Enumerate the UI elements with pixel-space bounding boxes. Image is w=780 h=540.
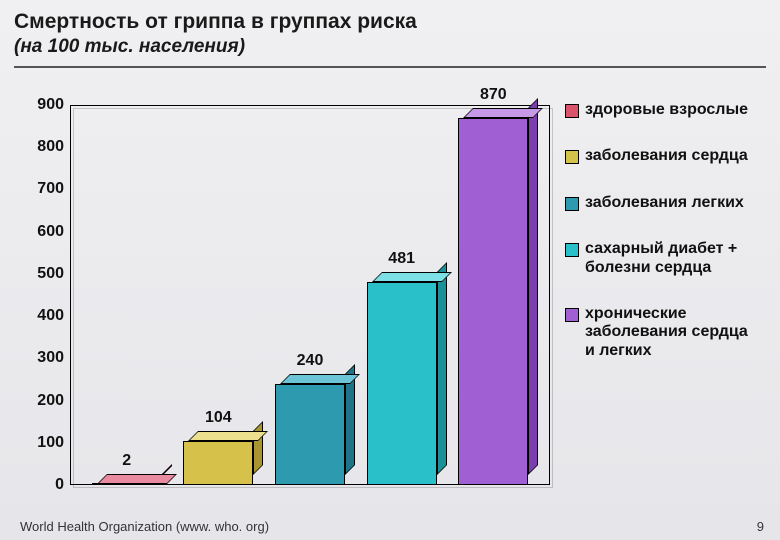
bar-value-label: 2 [122,452,131,470]
ytick: 400 [37,307,70,325]
legend-label: заболевания сердца [585,147,748,165]
bars-layer: 2 104 240 481 870 [70,105,550,485]
ytick: 500 [37,265,70,283]
page-title: Смертность от гриппа в группах риска [14,10,766,34]
ytick: 200 [37,392,70,410]
page-number: 9 [757,519,764,534]
bar-side [528,98,538,475]
legend-swatch [565,150,579,164]
bar-side [437,262,447,475]
ytick: 100 [37,434,70,452]
legend-item: заболевания сердца [565,147,760,165]
legend-swatch [565,197,579,211]
ytick: 600 [37,223,70,241]
ytick: 0 [55,476,70,494]
legend-swatch [565,104,579,118]
legend-item: заболевания легких [565,194,760,212]
bar-top [97,474,177,484]
chart: 2 104 240 481 870 0 100 200 300 400 500 600 700 800 9… [20,95,760,495]
bar-top [280,374,360,384]
bar-value-label: 481 [388,250,415,268]
bar-front [275,384,345,485]
legend-item: здоровые взрослые [565,101,760,119]
bar-value-label: 104 [205,409,232,427]
bar-top [188,431,268,441]
ytick: 900 [37,96,70,114]
ytick: 700 [37,180,70,198]
bar-top [463,108,543,118]
bar-front [367,282,437,485]
bar-front [183,441,253,485]
bar: 2 [92,484,162,485]
legend-swatch [565,243,579,257]
legend-label: заболевания легких [585,194,744,212]
legend-label: сахарный диабет + болезни сердца [585,240,760,277]
bar: 240 [275,384,345,485]
ytick: 800 [37,138,70,156]
ytick: 300 [37,349,70,367]
legend-item: сахарный диабет + болезни сердца [565,240,760,277]
bar: 481 [367,282,437,485]
bar-side [253,421,263,475]
bar-value-label: 240 [297,352,324,370]
legend-item: хронические заболевания сердца и легких [565,305,760,360]
legend-label: здоровые взрослые [585,101,748,119]
bar: 104 [183,441,253,485]
source-text: World Health Organization (www. who. org… [20,519,269,534]
legend-swatch [565,308,579,322]
title-block: Смертность от гриппа в группах риска (на… [0,0,780,62]
legend-label: хронические заболевания сердца и легких [585,305,760,360]
bar: 870 [458,118,528,485]
bar-front [458,118,528,485]
title-rule [14,66,766,68]
plot-area: 2104240481870 01002003004005006007008009… [70,105,550,485]
page-subtitle: (на 100 тыс. населения) [14,36,766,58]
bar-top [372,272,452,282]
legend: здоровые взрослые заболевания сердца забол… [565,101,760,388]
bar-value-label: 870 [480,86,507,104]
